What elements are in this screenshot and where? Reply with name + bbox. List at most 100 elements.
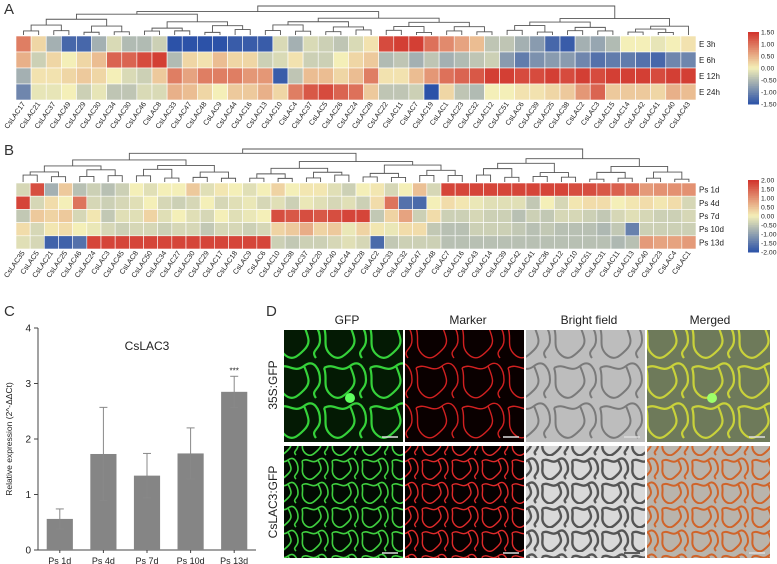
heatmap-cell bbox=[454, 182, 470, 197]
heatmap-cell bbox=[355, 195, 371, 210]
color-scale-step bbox=[748, 212, 759, 215]
heatmap-cell bbox=[568, 222, 583, 237]
dendrogram-branch bbox=[453, 26, 485, 32]
heatmap-cell bbox=[313, 182, 328, 197]
heatmap-cell bbox=[151, 51, 168, 69]
heatmap-cell bbox=[30, 51, 47, 69]
heatmap-cell bbox=[624, 222, 640, 237]
heatmap-cell bbox=[151, 35, 168, 53]
color-scale-step bbox=[748, 68, 759, 71]
heatmap-cell bbox=[499, 67, 515, 85]
heatmap-cell bbox=[327, 235, 343, 250]
dendrogram-branch bbox=[426, 169, 456, 176]
heatmap-cell bbox=[440, 222, 456, 237]
heatmap-cell bbox=[568, 182, 583, 197]
heatmap-cell bbox=[100, 182, 116, 197]
color-scale-step bbox=[748, 226, 759, 230]
heatmap-cell bbox=[525, 182, 541, 197]
color-scale-step bbox=[748, 37, 759, 40]
heatmap-cell bbox=[681, 209, 697, 223]
heatmap-row-label: Ps 10d bbox=[699, 225, 724, 234]
heatmap-cell bbox=[171, 195, 187, 210]
heatmap-cell bbox=[667, 222, 683, 237]
heatmap-cell bbox=[166, 51, 183, 69]
heatmap-cell bbox=[665, 35, 682, 53]
heatmap-cell bbox=[559, 67, 576, 85]
dendrogram-branch bbox=[589, 178, 605, 182]
heatmap-cell bbox=[378, 35, 395, 53]
heatmap-cell bbox=[30, 35, 47, 53]
heatmap-cell bbox=[681, 222, 697, 237]
heatmap-cell bbox=[511, 235, 527, 250]
heatmap-cell bbox=[653, 195, 668, 210]
heatmap-cell bbox=[384, 222, 399, 237]
y-tick-label: 2 bbox=[25, 435, 31, 446]
heatmap-cell bbox=[610, 182, 626, 197]
heatmap-cell bbox=[212, 83, 228, 101]
dendrogram-branch bbox=[355, 29, 372, 35]
heatmap-cell bbox=[469, 67, 485, 85]
color-scale-step bbox=[748, 100, 759, 103]
x-tick-label: Ps 13d bbox=[220, 556, 248, 564]
heatmap-cell bbox=[624, 209, 640, 223]
heatmap-cell bbox=[106, 35, 123, 53]
heatmap-cell bbox=[257, 67, 274, 85]
heatmap-cell bbox=[384, 195, 399, 210]
color-scale-step bbox=[748, 60, 759, 64]
heatmap-cell bbox=[72, 182, 88, 197]
color-scale-step bbox=[748, 203, 759, 206]
heatmap-cell bbox=[129, 182, 144, 197]
color-scale-step bbox=[748, 39, 759, 42]
heatmap-cell bbox=[185, 235, 201, 250]
dendrogram-branch bbox=[211, 25, 244, 33]
heatmap-cell bbox=[554, 209, 569, 223]
heatmap-cell bbox=[483, 235, 498, 250]
heatmap-cell bbox=[166, 83, 183, 101]
heatmap-cell bbox=[667, 209, 683, 223]
heatmap-cell bbox=[181, 83, 198, 101]
heatmap-cell bbox=[469, 195, 484, 210]
color-scale-step bbox=[748, 66, 759, 69]
heatmap-cell bbox=[284, 209, 300, 223]
x-tick-label: Ps 4d bbox=[92, 556, 115, 564]
dendrogram-branch bbox=[369, 172, 399, 178]
heatmap-cell bbox=[665, 51, 682, 69]
color-scale-step bbox=[748, 198, 759, 201]
heatmap-cell bbox=[653, 182, 668, 197]
heatmap-cell bbox=[497, 195, 513, 210]
heatmap-cell bbox=[30, 83, 47, 101]
heatmap-cell bbox=[157, 209, 173, 223]
heatmap-cell bbox=[635, 83, 651, 101]
heatmap-cell bbox=[136, 51, 153, 69]
heatmap-cell bbox=[665, 83, 682, 101]
heatmap-cell bbox=[272, 35, 289, 53]
heatmap-cell bbox=[483, 209, 498, 223]
heatmap-cell bbox=[72, 195, 88, 210]
color-scale-step bbox=[748, 95, 759, 98]
heatmap-cell bbox=[438, 67, 455, 85]
color-scale-step bbox=[748, 207, 759, 210]
color-scale-step bbox=[748, 87, 759, 91]
heatmap-cell bbox=[15, 67, 32, 85]
heatmap-cell bbox=[287, 67, 304, 85]
dendrogram-branch bbox=[136, 11, 380, 19]
heatmap-cell bbox=[639, 182, 654, 197]
heatmap-cell bbox=[529, 51, 546, 69]
dendrogram-branch bbox=[536, 31, 553, 35]
heatmap-cell bbox=[270, 222, 286, 237]
color-scale-step bbox=[748, 199, 759, 203]
heatmap-cell bbox=[529, 67, 546, 85]
heatmap-cell bbox=[681, 195, 697, 210]
heatmap-cell bbox=[299, 182, 314, 197]
heatmap-cell bbox=[408, 67, 425, 85]
heatmap-cell bbox=[511, 222, 527, 237]
heatmap-cell bbox=[171, 235, 187, 250]
heatmap-cell bbox=[287, 51, 304, 69]
heatmap-cell bbox=[143, 235, 158, 250]
heatmap-cell bbox=[635, 51, 651, 69]
heatmap-cell bbox=[469, 235, 484, 250]
micro-cslac3-bright-field bbox=[526, 446, 645, 558]
heatmap-cell bbox=[341, 195, 357, 210]
heatmap-cell bbox=[129, 235, 144, 250]
